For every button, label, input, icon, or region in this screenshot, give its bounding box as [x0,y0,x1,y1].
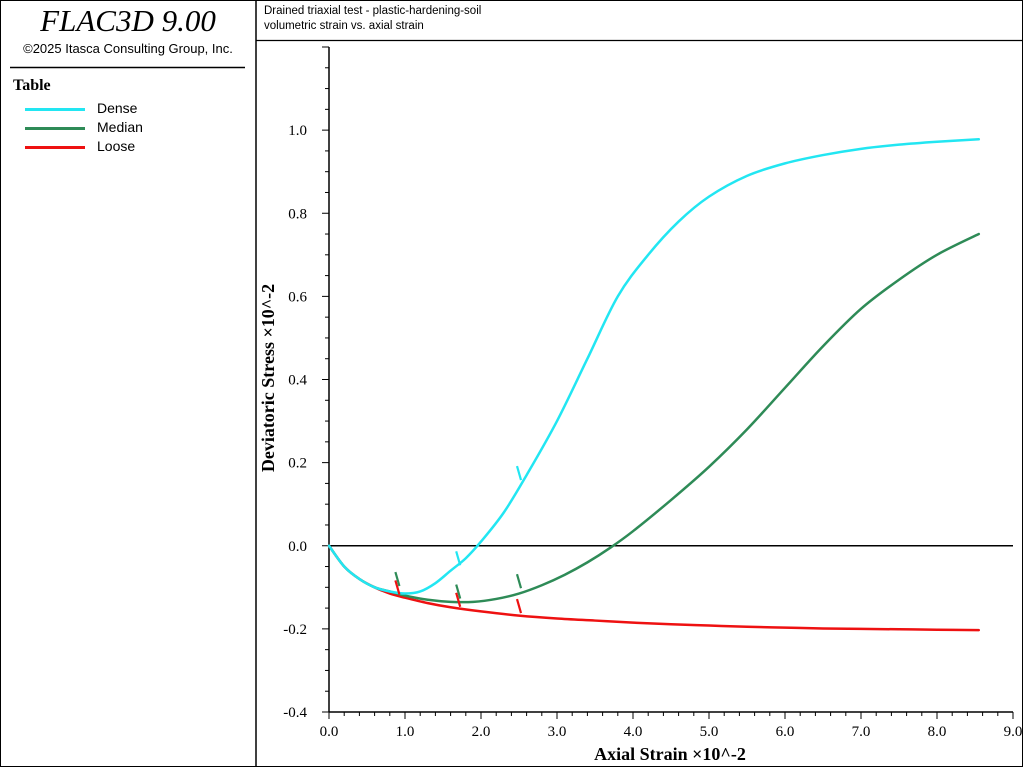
x-tick-label: 3.0 [548,724,567,740]
y-tick-label: -0.4 [283,705,307,721]
curve-marker-median [394,571,401,587]
axis-labels: Axial Strain ×10^-2 Deviatoric Stress ×1… [258,284,746,764]
plot-title-line2: volumetric strain vs. axial strain [264,20,424,32]
x-tick-label: 2.0 [472,724,491,740]
x-tick-label: 0.0 [320,724,339,740]
legend-swatch-dense [25,108,85,111]
x-tick-label: 4.0 [624,724,643,740]
y-tick-label: -0.2 [283,622,307,638]
copyright-text: ©2025 Itasca Consulting Group, Inc. [23,41,233,56]
y-tick-label: 0.0 [288,539,307,555]
legend-label-loose: Loose [97,138,136,154]
axes: 0.0 1.0 2.0 3.0 4.0 5.0 6.0 7.0 8.0 9.0 -0.4 -0.2 0.… [283,46,1023,740]
y-tick-label: 0.2 [288,456,307,472]
x-tick-label: 5.0 [700,724,719,740]
legend-item-dense: Dense [25,100,225,118]
series-line-median [327,232,981,604]
curve-marker-loose [515,598,523,614]
series-line-dense [327,138,981,595]
x-axis-label: Axial Strain ×10^-2 [594,744,746,764]
legend-item-median: Median [25,119,225,137]
legend-item-loose: Loose [25,138,225,156]
curve-marker-median [515,573,523,589]
y-axis-label: Deviatoric Stress ×10^-2 [258,284,278,472]
series-group [327,138,981,632]
app-title: FLAC3D 9.00 [40,3,216,38]
legend-swatch-median [25,127,85,130]
legend-panel: FLAC3D 9.00 ©2025 Itasca Consulting Grou… [1,1,255,766]
legend-swatch-loose [25,146,85,149]
legend-title: Table [13,77,51,94]
legend-label-median: Median [97,119,143,135]
y-tick-label: 1.0 [288,123,307,139]
x-tick-label: 1.0 [396,724,415,740]
curve-marker-loose [455,592,462,608]
curve-marker-dense [515,465,523,481]
legend-label-dense: Dense [97,100,138,116]
x-tick-label: 9.0 [1004,724,1023,740]
x-tick-label: 6.0 [776,724,795,740]
y-tick-label: 0.8 [288,206,307,222]
curve-marker-loose [394,580,401,595]
y-tick-label: 0.4 [288,373,307,389]
x-tick-label: 8.0 [928,724,947,740]
x-tick-label: 7.0 [852,724,871,740]
curve-marker-dense [455,550,462,566]
curve-marker-median [455,584,462,599]
plot-title-line1: Drained triaxial test - plastic-hardenin… [264,5,482,17]
y-tick-label: 0.6 [288,289,307,305]
